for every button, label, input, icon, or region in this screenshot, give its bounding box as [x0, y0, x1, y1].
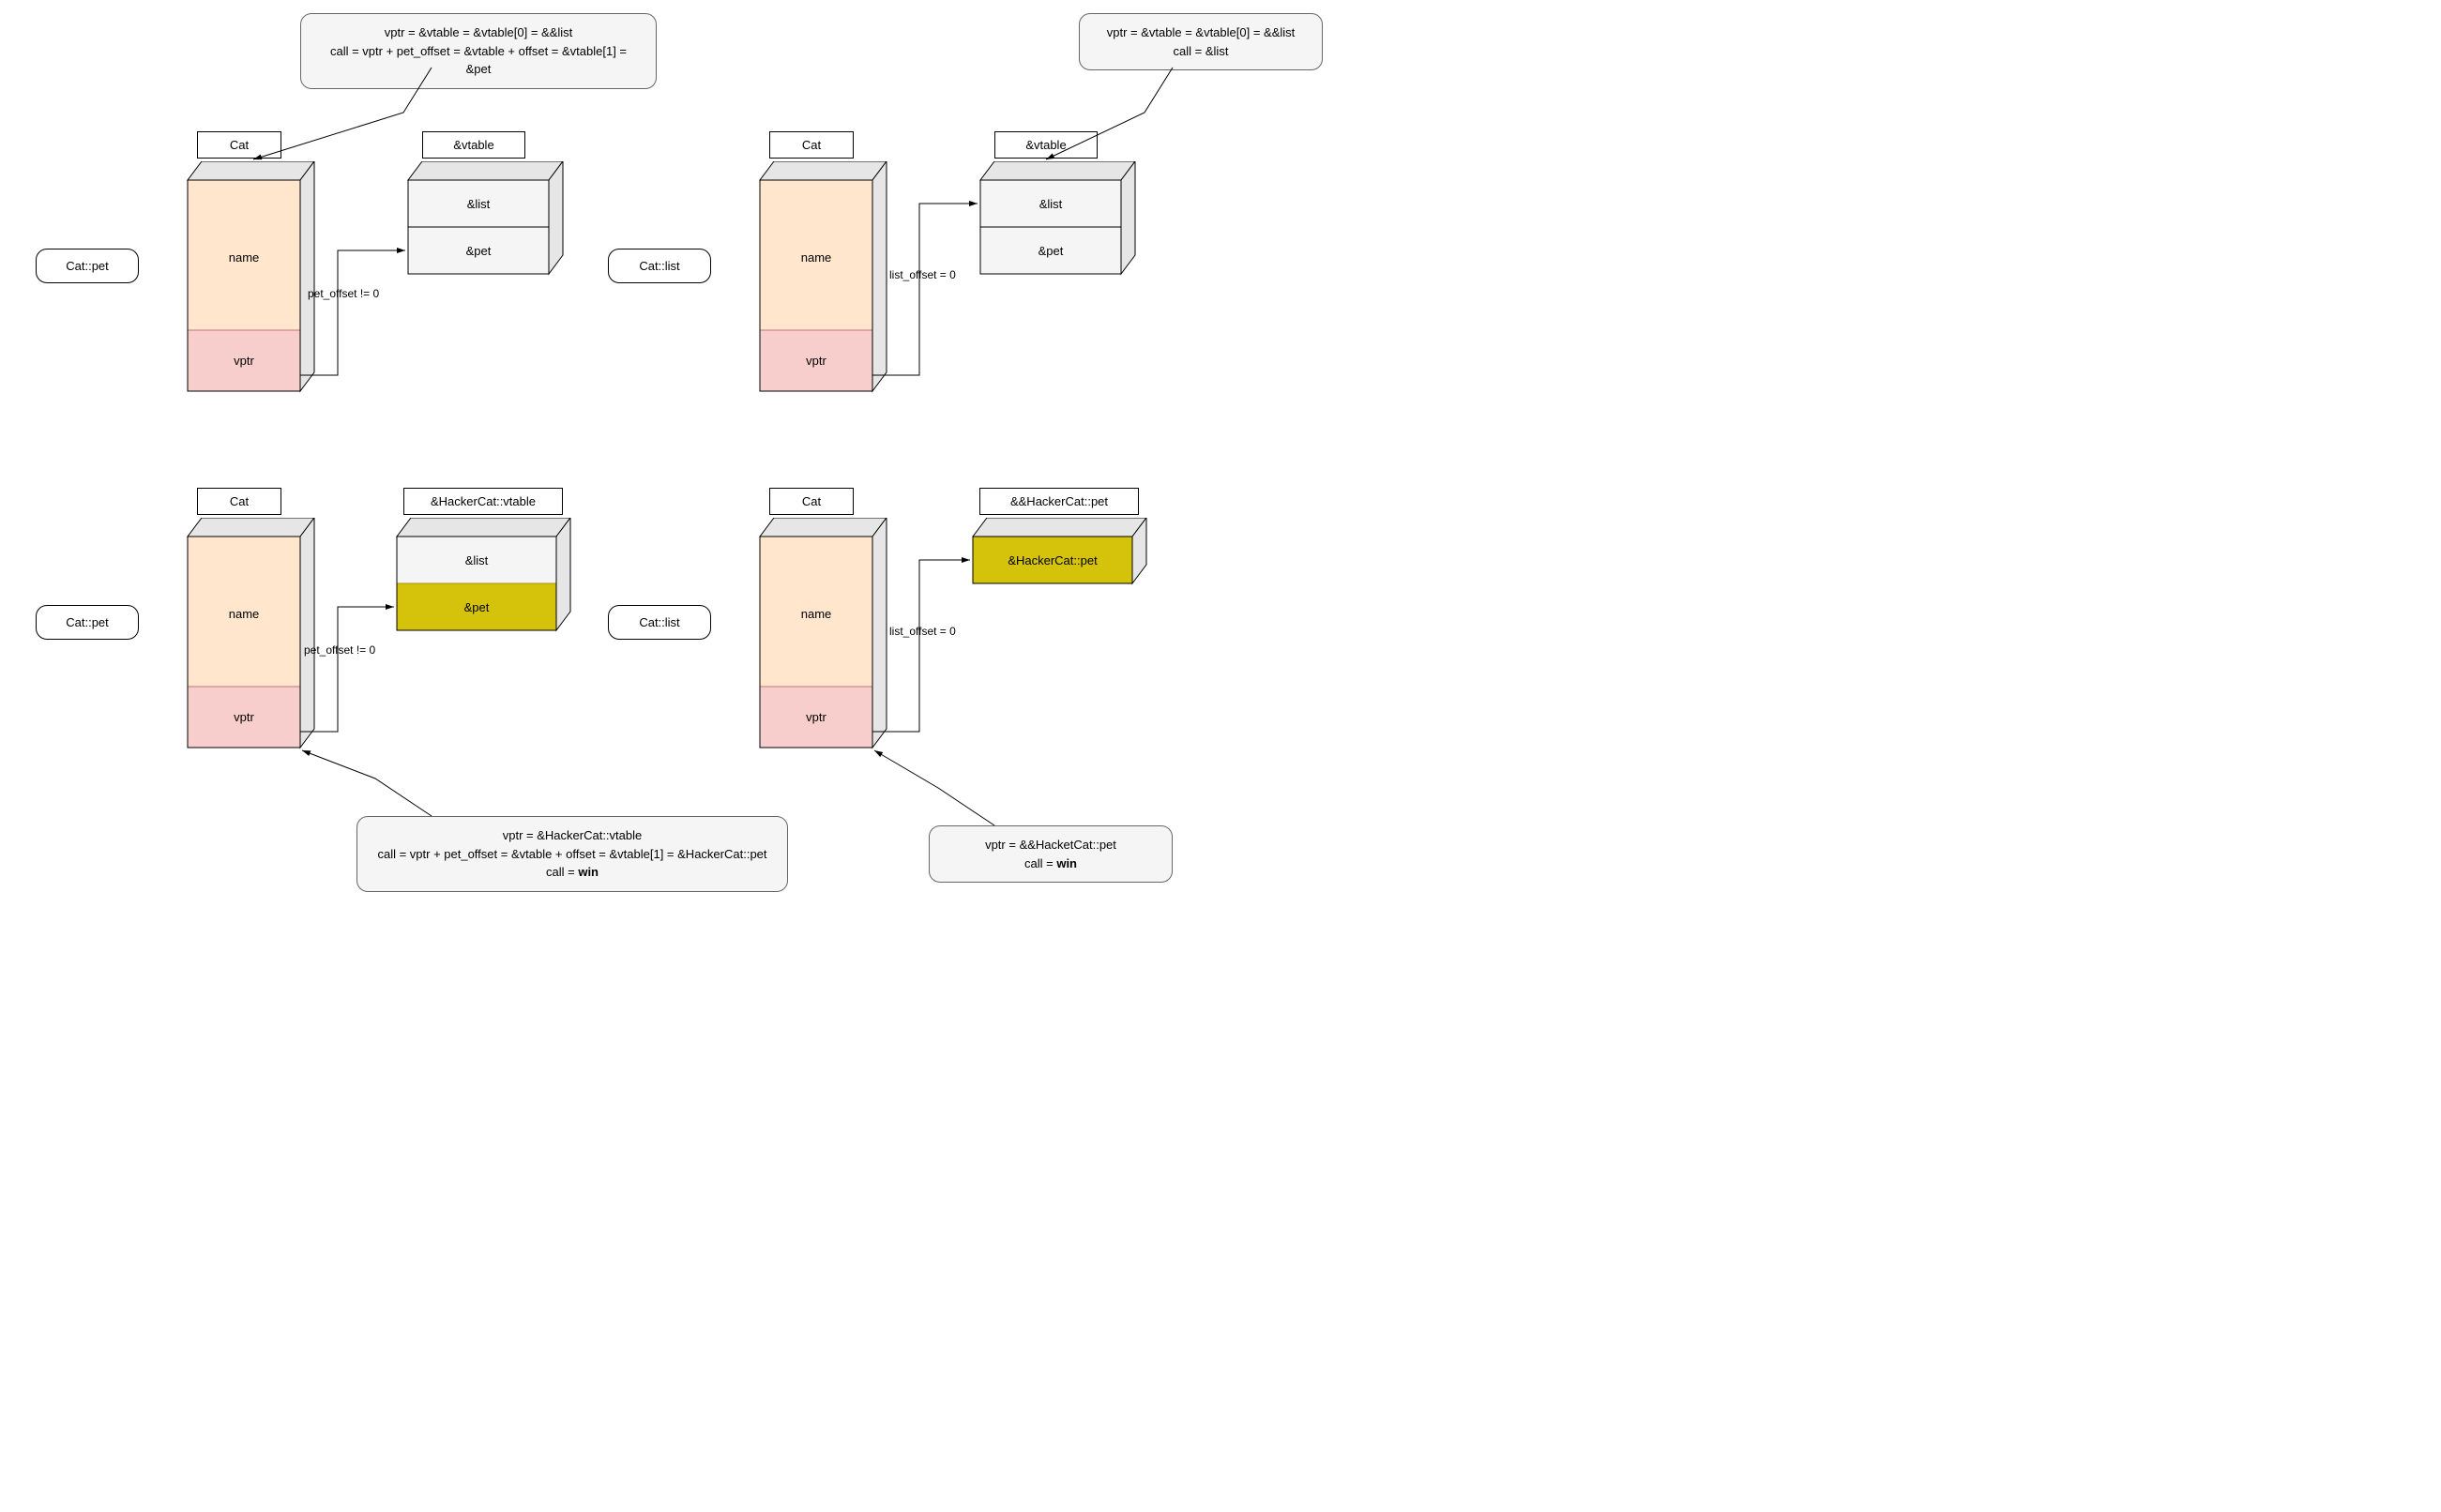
tab-label: Cat: [802, 494, 821, 508]
note-bottom-right: vptr = &&HacketCat::pet call = win: [929, 825, 1173, 883]
edge-label-list-offset-tr: list_offset = 0: [889, 268, 956, 281]
note-line: call = win: [372, 863, 772, 882]
vtable-box-tl: &list &pet: [394, 161, 572, 293]
tab-label: &vtable: [1025, 138, 1066, 152]
tab-cat-bl: Cat: [197, 488, 281, 515]
tab-label: &HackerCat::vtable: [431, 494, 536, 508]
note-line: call = &list: [1095, 42, 1307, 61]
vtable-list-label: &list: [394, 197, 563, 211]
note-line: call = win: [945, 854, 1157, 873]
tab-hacker-vtable-bl: &HackerCat::vtable: [403, 488, 563, 515]
note-line: call = vptr + pet_offset = &vtable + off…: [372, 845, 772, 864]
method-label-tl: Cat::pet: [36, 249, 139, 283]
method-label-text: Cat::list: [639, 259, 679, 273]
method-label-tr: Cat::list: [608, 249, 711, 283]
cat-vptr-label: vptr: [746, 354, 887, 368]
tab-cat-tr: Cat: [769, 131, 854, 159]
cat-vptr-label: vptr: [174, 354, 314, 368]
note-top-left: vptr = &vtable = &vtable[0] = &&list cal…: [300, 13, 657, 89]
hacker-vtable-box-bl: &list &pet: [383, 518, 580, 649]
note-line: vptr = &HackerCat::vtable: [372, 826, 772, 845]
method-label-bl: Cat::pet: [36, 605, 139, 640]
tab-label: Cat: [230, 494, 249, 508]
note-line: vptr = &vtable = &vtable[0] = &&list: [316, 23, 641, 42]
vtable-pet-label: &pet: [966, 244, 1135, 258]
vtable-box-tr: &list &pet: [966, 161, 1145, 293]
cat-name-label: name: [746, 607, 887, 621]
cat-name-label: name: [746, 250, 887, 265]
note-line: vptr = &vtable = &vtable[0] = &&list: [1095, 23, 1307, 42]
cat-vptr-label: vptr: [174, 710, 314, 724]
cat-box-bl: name vptr: [174, 518, 324, 762]
vtable-list-label: &list: [966, 197, 1135, 211]
vtable-pet-label: &pet: [394, 244, 563, 258]
note-top-right: vptr = &vtable = &vtable[0] = &&list cal…: [1079, 13, 1323, 70]
tab-label: Cat: [802, 138, 821, 152]
method-label-text: Cat::pet: [66, 259, 109, 273]
tab-cat-br: Cat: [769, 488, 854, 515]
tab-label: &vtable: [453, 138, 493, 152]
cat-name-label: name: [174, 607, 314, 621]
tab-label: &&HackerCat::pet: [1010, 494, 1108, 508]
edge-label-pet-offset-bl: pet_offset != 0: [304, 643, 375, 657]
note-line: vptr = &&HacketCat::pet: [945, 836, 1157, 854]
tab-vtable-tr: &vtable: [994, 131, 1098, 159]
method-label-text: Cat::pet: [66, 615, 109, 629]
edge-label-pet-offset-tl: pet_offset != 0: [308, 287, 379, 300]
tab-hacker-pet-br: &&HackerCat::pet: [979, 488, 1139, 515]
hacker-pet-label: &HackerCat::pet: [959, 553, 1146, 567]
diagram-canvas: vptr = &vtable = &vtable[0] = &&list cal…: [0, 0, 1452, 949]
cat-vptr-label: vptr: [746, 710, 887, 724]
vtable-list-label: &list: [383, 553, 570, 567]
hacker-pet-box-br: &HackerCat::pet: [959, 518, 1156, 602]
method-label-text: Cat::list: [639, 615, 679, 629]
tab-vtable-tl: &vtable: [422, 131, 525, 159]
tab-label: Cat: [230, 138, 249, 152]
cat-box-tr: name vptr: [746, 161, 896, 405]
cat-box-br: name vptr: [746, 518, 896, 762]
tab-cat-tl: Cat: [197, 131, 281, 159]
note-line: call = vptr + pet_offset = &vtable + off…: [316, 42, 641, 79]
note-bottom-left: vptr = &HackerCat::vtable call = vptr + …: [356, 816, 788, 892]
vtable-pet-label: &pet: [383, 600, 570, 614]
edge-label-list-offset-br: list_offset = 0: [889, 625, 956, 638]
cat-box-tl: name vptr: [174, 161, 324, 405]
method-label-br: Cat::list: [608, 605, 711, 640]
cat-name-label: name: [174, 250, 314, 265]
